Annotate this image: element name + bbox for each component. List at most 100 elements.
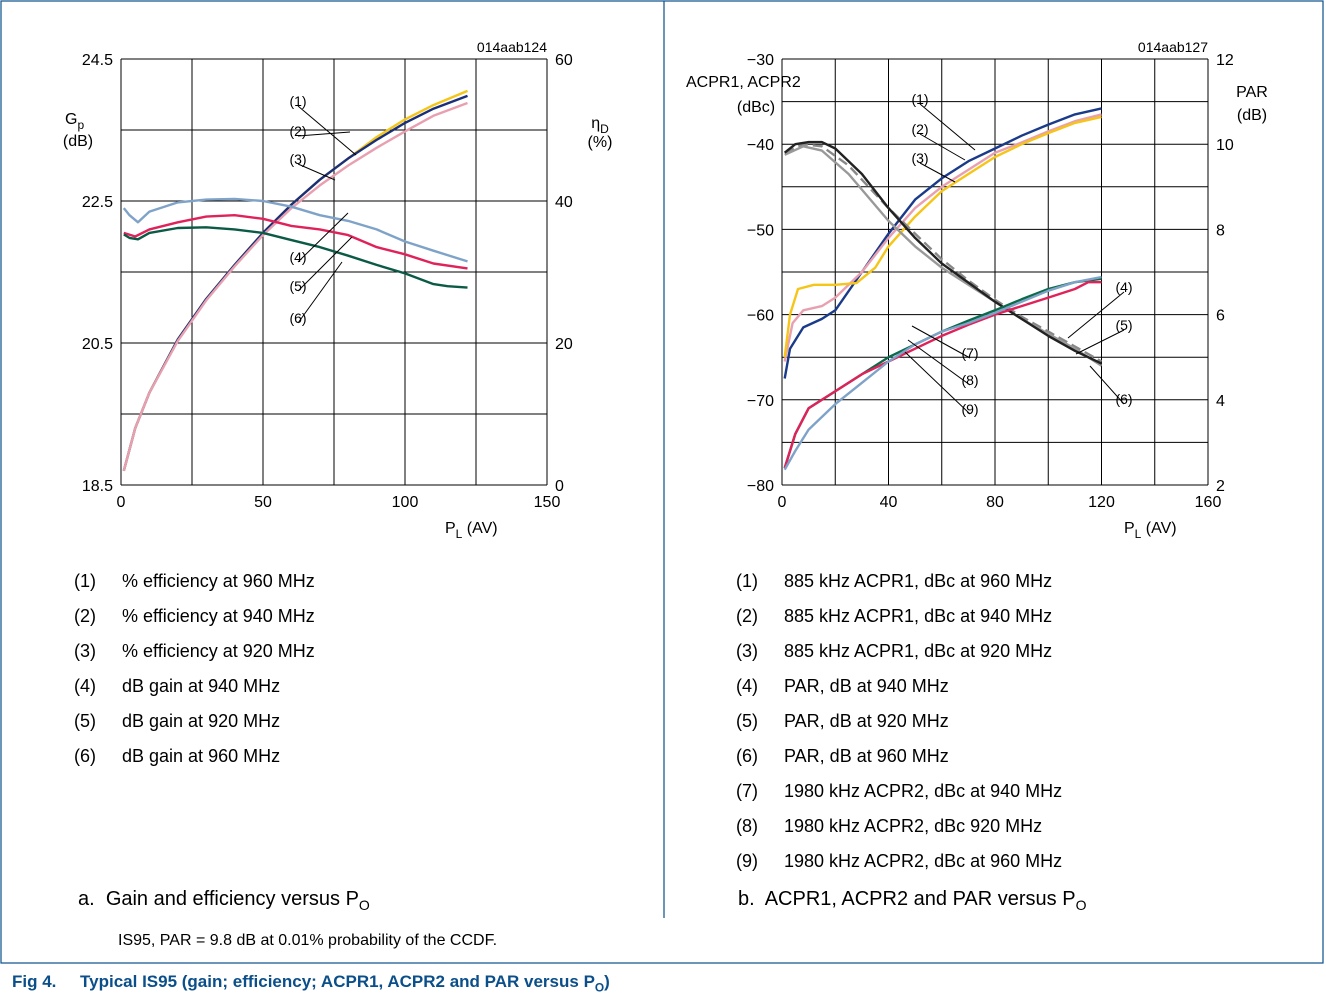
annotation-3-leader: [919, 162, 956, 183]
legend-number: (3): [736, 641, 758, 661]
annotation-3: (3): [289, 151, 306, 167]
legend-item: (9) 1980 kHz ACPR2, dBc at 960 MHz: [736, 844, 1062, 879]
caption-a-text: Gain and efficiency versus P: [105, 888, 359, 910]
series-line-9: [783, 275, 1102, 471]
legend-item: (5) PAR, dB at 920 MHz: [736, 704, 1062, 739]
y-left-unit: (dBc): [737, 99, 775, 116]
x-tick-label: 40: [880, 494, 898, 511]
outer-border: [0, 0, 1324, 964]
chart-a: 0 50 100 150 18.5 20.5 22.5 24.5 0 20 40 60 014aab12…: [63, 39, 613, 541]
figure-note: IS95, PAR = 9.8 dB at 0.01% probability …: [118, 932, 498, 949]
legend-text: % efficiency at 960 MHz: [122, 571, 315, 591]
legend-a: (1) % efficiency at 960 MHz (2) % efficienc…: [74, 564, 315, 774]
annotation-6-leader: [297, 261, 343, 324]
annotation-5-leader: [297, 236, 353, 292]
legend-number: (6): [74, 746, 96, 766]
y-right-tick-label: 12: [1216, 52, 1234, 69]
annotation-8: (8): [961, 372, 978, 388]
legend-number: (4): [74, 676, 96, 696]
y-left-tick-label: 18.5: [82, 478, 113, 495]
y-right-tick-label: 10: [1216, 137, 1234, 154]
x-tick-label: 80: [986, 494, 1004, 511]
legend-text: 885 kHz ACPR1, dBc at 920 MHz: [784, 641, 1053, 661]
legend-text: dB gain at 960 MHz: [122, 746, 281, 766]
y-right-tick-label: 2: [1216, 478, 1225, 495]
figure-label: Fig 4.: [12, 972, 57, 991]
annotation-4-leader: [1067, 291, 1125, 339]
annotation-1-leader: [919, 103, 976, 151]
y-right-tick-label: 4: [1216, 393, 1225, 410]
y-left-tick-label: −70: [747, 393, 774, 410]
legend-number: (8): [736, 816, 758, 836]
annotation-3-leader: [297, 163, 336, 181]
x-tick-label: 120: [1088, 494, 1115, 511]
y-left-label: ACPR1, ACPR2: [686, 74, 801, 91]
annotation-7: (7): [961, 345, 978, 361]
annotation-6: (6): [1115, 391, 1132, 407]
legend-item: (7) 1980 kHz ACPR2, dBc at 940 MHz: [736, 774, 1062, 809]
y-left-tick-label: −30: [747, 52, 774, 69]
series-line-3: [783, 115, 1102, 358]
series-line-7: [783, 277, 1102, 469]
x-tick-label: 100: [392, 494, 419, 511]
y-left-tick-label: −50: [747, 222, 774, 239]
annotation-5: (5): [289, 278, 306, 294]
caption-b-text: ACPR1, ACPR2 and PAR versus P: [764, 888, 1076, 910]
x-tick-label: 0: [117, 494, 126, 511]
legend-text: PAR, dB at 940 MHz: [784, 676, 949, 696]
legend-text: 1980 kHz ACPR2, dBc at 960 MHz: [784, 851, 1063, 871]
y-left-tick-label: −40: [747, 137, 774, 154]
annotation-7-leader: [911, 325, 971, 359]
annotation-6-leader: [1089, 365, 1125, 405]
figure-title-text: Typical IS95 (gain; efficiency; ACPR1, A…: [80, 972, 595, 991]
annotation-8-leader: [907, 339, 971, 386]
annotation-2: (2): [911, 121, 928, 137]
series-line-6: [783, 140, 1103, 365]
legend-item: (6) dB gain at 960 MHz: [74, 739, 315, 774]
legend-item: (4) PAR, dB at 940 MHz: [736, 669, 1062, 704]
legend-number: (1): [74, 571, 96, 591]
y-left-tick-label: 20.5: [82, 336, 113, 353]
legend-text: 885 kHz ACPR1, dBc at 960 MHz: [784, 571, 1053, 591]
legend-number: (5): [74, 711, 96, 731]
annotation-2-leader: [297, 131, 351, 137]
series-line-5: [123, 214, 468, 270]
y-right-tick-label: 0: [555, 478, 564, 495]
chart-id-label: 014aab127: [1138, 39, 1208, 55]
legend-item: (3) 885 kHz ACPR1, dBc at 920 MHz: [736, 634, 1062, 669]
caption-a: a. Gain and efficiency versus PO: [78, 888, 370, 913]
legend-item: (6) PAR, dB at 960 MHz: [736, 739, 1062, 774]
figure-title-suffix: ): [604, 972, 610, 991]
y-left-tick-label: 22.5: [82, 194, 113, 211]
legend-item: (1) % efficiency at 960 MHz: [74, 564, 315, 599]
annotation-1-leader: [297, 105, 357, 156]
legend-number: (7): [736, 781, 758, 801]
y-right-label: ηD: [591, 115, 609, 136]
legend-number: (9): [736, 851, 758, 871]
legend-item: (5) dB gain at 920 MHz: [74, 704, 315, 739]
legend-number: (1): [736, 571, 758, 591]
caption-b-prefix: b.: [738, 888, 755, 910]
legend-number: (3): [74, 641, 96, 661]
legend-item: (1) 885 kHz ACPR1, dBc at 960 MHz: [736, 564, 1062, 599]
legend-number: (6): [736, 746, 758, 766]
y-left-tick-label: −60: [747, 308, 774, 325]
annotation-6: (6): [289, 310, 306, 326]
series-line-2: [783, 113, 1102, 362]
series-line-1: [783, 107, 1102, 379]
y-left-label: Gp: [65, 111, 84, 132]
chart-id-label: 014aab124: [477, 39, 547, 55]
legend-b: (1) 885 kHz ACPR1, dBc at 960 MHz (2) 885 k…: [736, 564, 1062, 879]
legend-text: PAR, dB at 960 MHz: [784, 746, 949, 766]
caption-b: b. ACPR1, ACPR2 and PAR versus PO: [738, 888, 1086, 913]
caption-b-sub: O: [1075, 897, 1087, 913]
x-tick-label: 50: [254, 494, 272, 511]
grid: [120, 58, 548, 486]
legend-number: (2): [736, 606, 758, 626]
legend-number: (2): [74, 606, 96, 626]
legend-item: (2) 885 kHz ACPR1, dBc at 940 MHz: [736, 599, 1062, 634]
legend-item: (4) dB gain at 940 MHz: [74, 669, 315, 704]
x-tick-label: 150: [534, 494, 561, 511]
x-tick-label: 0: [778, 494, 787, 511]
